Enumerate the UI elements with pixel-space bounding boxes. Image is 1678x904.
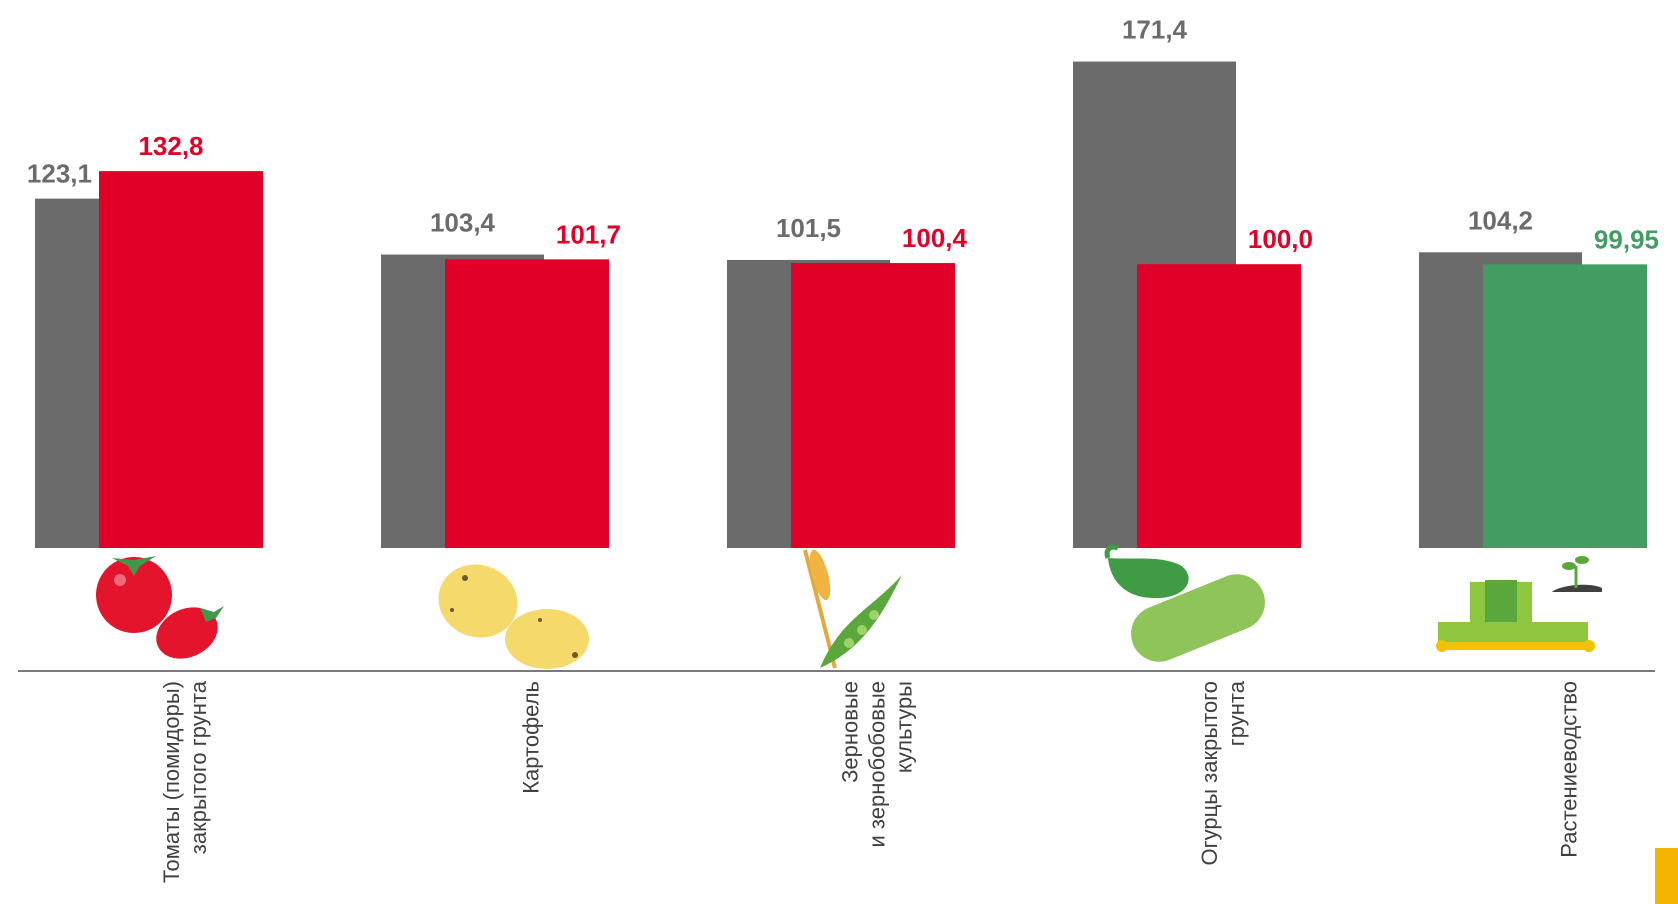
bar-series2-0 [99,171,263,549]
category-label-line: Растениеводство [1557,681,1582,858]
category-label-line: Зерновые [838,681,863,783]
bars [35,61,1647,549]
value-label-series2-3: 100,0 [1248,224,1313,254]
grain-pea-icon [803,549,902,669]
category-label-line: и зернобобовые [865,681,890,848]
category-label-line: Огурцы закрытого [1197,681,1222,866]
value-label-series2-1: 101,7 [556,219,621,249]
corner-tab [1655,848,1678,904]
category-label-1: Картофель [519,681,544,794]
category-label-4: Растениеводство [1557,681,1582,858]
bar-series2-3 [1137,264,1301,548]
category-label-3: Огурцы закрытого грунта [1197,680,1249,865]
bar-series2-1 [445,259,609,548]
category-label-2: Зерновые и зернобобовые культуры [838,681,917,848]
value-label-series1-4: 104,2 [1468,205,1533,235]
value-label-series1-0: 123,1 [27,159,92,189]
value-labels: 123,1 132,8 103,4 101,7 101,5 100,4 171,4 100,0… [27,15,1659,255]
value-label-series1-1: 103,4 [430,208,496,238]
value-label-series2-2: 100,4 [902,223,968,253]
category-label-line: Картофель [519,681,544,794]
potato-icon [438,564,589,669]
bar-series2-2 [791,263,955,548]
category-labels: Томаты (помидоры) закрытого грунта Картофе… [159,680,1582,883]
category-label-line: Томаты (помидоры) [159,681,184,883]
category-label-line: грунта [1224,680,1249,746]
harvester-icon [1436,556,1602,652]
bar-series2-4 [1483,264,1647,548]
cucumber-icon [1104,544,1265,662]
value-label-series2-0: 132,8 [138,131,203,161]
value-label-series2-4: 99,95 [1594,224,1659,254]
value-label-series1-3: 171,4 [1122,15,1188,45]
category-label-line: культуры [892,681,917,773]
category-label-line: закрытого грунта [186,680,211,854]
value-label-series1-2: 101,5 [776,213,841,243]
tomato-icon [96,556,224,659]
category-label-0: Томаты (помидоры) закрытого грунта [159,680,211,883]
